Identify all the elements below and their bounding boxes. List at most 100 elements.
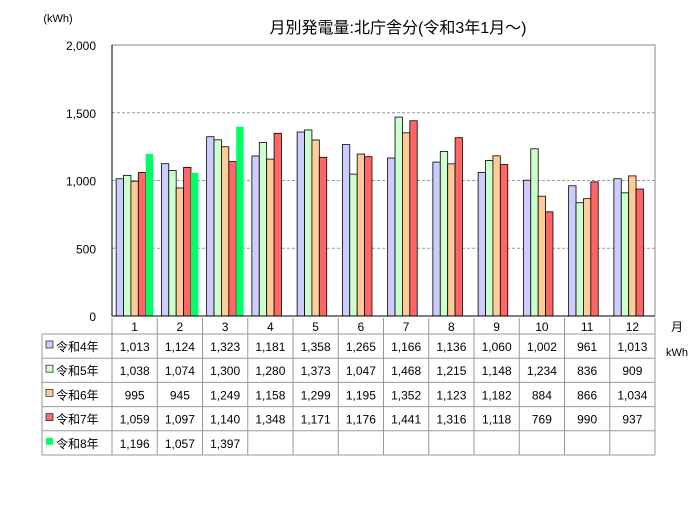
x-tick-label: 1 xyxy=(131,320,138,334)
table-cell: 1,074 xyxy=(165,364,195,378)
table-cell: 1,013 xyxy=(617,340,647,354)
bar-7-11 xyxy=(590,181,599,317)
table-cell: 1,280 xyxy=(255,364,285,378)
table-cell: 1,182 xyxy=(482,388,512,402)
bar-5-7 xyxy=(394,116,403,317)
table-cell: 769 xyxy=(532,413,552,427)
table-cell: 1,166 xyxy=(391,340,421,354)
legend-swatch xyxy=(45,340,54,349)
table-cell: 1,316 xyxy=(436,413,466,427)
legend-swatch xyxy=(45,364,54,373)
table-cell: 1,195 xyxy=(346,388,376,402)
bar-7-6 xyxy=(364,156,373,317)
table-cell: 866 xyxy=(577,388,597,402)
bar-4-4 xyxy=(251,155,260,317)
x-axis-label: 月 xyxy=(671,320,683,334)
x-tick-label: 2 xyxy=(177,320,184,334)
x-tick-label: 7 xyxy=(403,320,410,334)
bar-7-10 xyxy=(545,211,554,317)
bar-5-3 xyxy=(213,139,222,317)
table-cell: 1,148 xyxy=(482,364,512,378)
bar-5-2 xyxy=(168,170,177,317)
table-cell: 995 xyxy=(125,388,145,402)
table-cell: 1,249 xyxy=(210,388,240,402)
y-tick-label: 2,000 xyxy=(66,39,96,53)
y-tick-label: 1,500 xyxy=(66,107,96,121)
table-cell: 1,097 xyxy=(165,413,195,427)
table-unit-label: kWh xyxy=(666,347,688,359)
bar-7-8 xyxy=(454,137,463,317)
table-cell: 1,358 xyxy=(301,340,331,354)
table-cell: 1,123 xyxy=(436,388,466,402)
x-tick-label: 6 xyxy=(358,320,365,334)
bar-8-2 xyxy=(190,172,199,316)
table-cell: 1,118 xyxy=(482,413,511,427)
bar-6-9 xyxy=(492,155,501,317)
table-cell: 1,057 xyxy=(165,437,195,451)
table-cell: 1,038 xyxy=(120,364,150,378)
bar-5-12 xyxy=(620,192,630,317)
bar-6-3 xyxy=(221,146,230,317)
table-cell: 1,140 xyxy=(210,413,240,427)
table-cell: 884 xyxy=(532,388,552,402)
bar-4-5 xyxy=(296,131,305,317)
y-tick-label: 500 xyxy=(76,242,96,256)
bar-5-8 xyxy=(439,150,449,317)
table-cell: 1,299 xyxy=(301,388,331,402)
bar-5-1 xyxy=(123,174,132,317)
bar-7-7 xyxy=(409,120,418,317)
table-cell: 1,397 xyxy=(210,437,240,451)
bar-7-4 xyxy=(273,132,282,317)
bar-7-3 xyxy=(228,161,237,317)
bar-6-4 xyxy=(266,158,275,317)
bar-7-5 xyxy=(318,156,328,317)
bar-4-9 xyxy=(477,171,486,317)
y-axis-label: (kWh) xyxy=(43,13,72,25)
table-cell: 1,171 xyxy=(301,413,331,427)
table-cell: 945 xyxy=(170,388,190,402)
bar-6-10 xyxy=(537,195,546,317)
bar-5-5 xyxy=(304,129,313,317)
table-cell: 1,234 xyxy=(527,364,557,378)
x-tick-label: 12 xyxy=(626,320,640,334)
bar-6-8 xyxy=(447,163,456,317)
table-cell: 937 xyxy=(622,413,642,427)
bar-6-12 xyxy=(628,175,637,317)
bar-6-11 xyxy=(583,198,592,317)
table-cell: 1,373 xyxy=(301,364,331,378)
bar-4-6 xyxy=(341,144,351,317)
x-tick-label: 11 xyxy=(581,320,594,334)
legend-swatch xyxy=(46,437,53,445)
bar-6-7 xyxy=(402,132,411,317)
y-tick-label: 1,000 xyxy=(66,175,96,189)
bar-5-4 xyxy=(258,142,268,317)
bar-4-10 xyxy=(522,179,532,317)
table-cell: 836 xyxy=(577,364,597,378)
table-cell: 1,468 xyxy=(391,364,421,378)
table-cell: 1,034 xyxy=(617,388,647,402)
bar-4-11 xyxy=(568,185,577,317)
table-cell: 961 xyxy=(577,340,597,354)
table-cell: 1,181 xyxy=(255,340,285,354)
table-cell: 990 xyxy=(577,413,597,427)
table-cell: 1,441 xyxy=(391,413,421,427)
y-tick-label: 0 xyxy=(89,310,96,324)
bar-7-9 xyxy=(499,164,509,317)
table-cell: 1,013 xyxy=(120,340,150,354)
table-cell: 1,059 xyxy=(120,413,150,427)
legend-label: 令和4年 xyxy=(56,339,99,354)
bar-6-5 xyxy=(311,139,320,317)
bar-5-6 xyxy=(349,173,358,317)
chart-title: 月別発電量:北庁舎分(令和3年1月～) xyxy=(270,19,527,37)
table-cell: 1,323 xyxy=(210,340,240,354)
table-cell: 1,265 xyxy=(346,340,376,354)
bar-7-2 xyxy=(183,166,192,317)
x-tick-label: 10 xyxy=(535,320,549,334)
table-cell: 1,176 xyxy=(346,413,376,427)
legend-label: 令和7年 xyxy=(56,412,99,427)
bar-4-3 xyxy=(206,136,215,317)
table-cell: 1,215 xyxy=(436,364,466,378)
bar-4-12 xyxy=(613,178,622,317)
